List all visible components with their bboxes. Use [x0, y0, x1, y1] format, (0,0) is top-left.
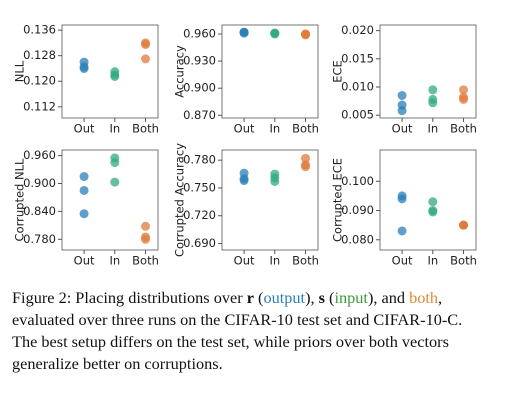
caption-text: input [334, 288, 368, 307]
x-tick-label: Out [392, 122, 413, 136]
point [301, 162, 311, 172]
y-tick-label: 0.960 [183, 27, 216, 41]
point [110, 71, 120, 81]
point [79, 62, 89, 72]
point [110, 177, 120, 187]
x-tick-label: Both [132, 254, 159, 268]
point [270, 29, 280, 39]
y-tick-label: 0.720 [183, 208, 216, 222]
y-axis-label: Corrupted ECE [331, 158, 345, 242]
y-tick-label: 0.112 [23, 99, 56, 113]
point [428, 197, 438, 207]
point [397, 106, 407, 116]
y-axis-label: Corrupted Accuracy [173, 143, 187, 257]
y-axis-label: Corrupted NLL [13, 158, 27, 241]
y-tick-label: 0.780 [183, 153, 216, 167]
point [79, 209, 89, 219]
y-tick-label: 0.090 [341, 203, 374, 217]
axes-frame [379, 149, 477, 251]
axes-frame [221, 149, 319, 251]
axes-frame [379, 24, 477, 119]
point [239, 28, 249, 38]
y-axis-label: ECE [331, 60, 345, 83]
y-tick-label: 0.100 [341, 174, 374, 188]
y-tick-label: 0.780 [23, 232, 56, 246]
point [428, 207, 438, 217]
x-tick-label: In [109, 122, 120, 136]
point [141, 234, 151, 244]
x-tick-label: Out [234, 254, 255, 268]
caption-text: Figure 2: Placing distributions over [12, 288, 247, 307]
y-tick-label: 0.005 [341, 108, 374, 122]
point [397, 226, 407, 236]
x-tick-label: Out [234, 122, 255, 136]
point [141, 54, 151, 64]
point [459, 85, 469, 95]
y-axis-label: Accuracy [173, 45, 187, 98]
point [397, 90, 407, 100]
point [301, 153, 311, 163]
y-tick-label: 0.136 [23, 23, 56, 37]
x-tick-label: In [109, 254, 120, 268]
y-tick-label: 0.840 [23, 204, 56, 218]
x-tick-label: Out [74, 122, 95, 136]
figure: 0.112 0.120 0.128 0.136 NLL Out In Both 0.870 0.9… [13, 23, 477, 268]
caption-text: ), and [367, 288, 410, 307]
y-tick-label: 0.900 [23, 176, 56, 190]
y-tick-label: 0.080 [341, 232, 374, 246]
point [141, 221, 151, 231]
caption: Figure 2: Placing distributions over r (… [12, 287, 490, 375]
point [459, 220, 469, 230]
axes-frame [61, 149, 159, 251]
y-tick-label: 0.128 [23, 48, 56, 62]
x-tick-label: Out [392, 254, 413, 268]
x-tick-label: In [427, 122, 438, 136]
x-tick-label: Both [292, 254, 319, 268]
y-tick-label: 0.120 [23, 74, 56, 88]
point [428, 85, 438, 95]
point [141, 39, 151, 49]
y-tick-label: 0.960 [23, 148, 56, 162]
x-tick-label: Both [132, 122, 159, 136]
point [270, 176, 280, 186]
axes-frame [61, 24, 159, 119]
caption-text: r [246, 288, 254, 307]
point [239, 176, 249, 186]
caption-text: , evaluated over three runs on the CIFAR… [12, 288, 463, 373]
y-tick-label: 0.750 [183, 180, 216, 194]
caption-text: ( [324, 288, 335, 307]
y-axis-label: NLL [13, 60, 27, 82]
point [79, 185, 89, 195]
point [397, 194, 407, 204]
x-tick-label: In [427, 254, 438, 268]
caption-text: s [318, 288, 325, 307]
point [459, 94, 469, 104]
caption-text: both [409, 288, 439, 307]
x-tick-label: Both [450, 122, 477, 136]
x-tick-label: Out [74, 254, 95, 268]
x-tick-label: Both [292, 122, 319, 136]
caption-text: ), [305, 288, 319, 307]
x-tick-label: In [269, 122, 280, 136]
y-tick-label: 0.010 [341, 80, 374, 94]
caption-text: output [263, 288, 306, 307]
point [428, 98, 438, 108]
y-tick-label: 0.930 [183, 54, 216, 68]
axes-frame [221, 24, 319, 119]
x-tick-label: Both [450, 254, 477, 268]
y-tick-label: 0.690 [183, 236, 216, 250]
y-tick-label: 0.015 [341, 51, 374, 65]
y-tick-label: 0.900 [183, 81, 216, 95]
point [301, 29, 311, 39]
y-tick-label: 0.020 [341, 23, 374, 37]
caption-text: ( [253, 288, 264, 307]
x-tick-label: In [269, 254, 280, 268]
point [79, 172, 89, 182]
point [110, 158, 120, 168]
y-tick-label: 0.870 [183, 108, 216, 122]
